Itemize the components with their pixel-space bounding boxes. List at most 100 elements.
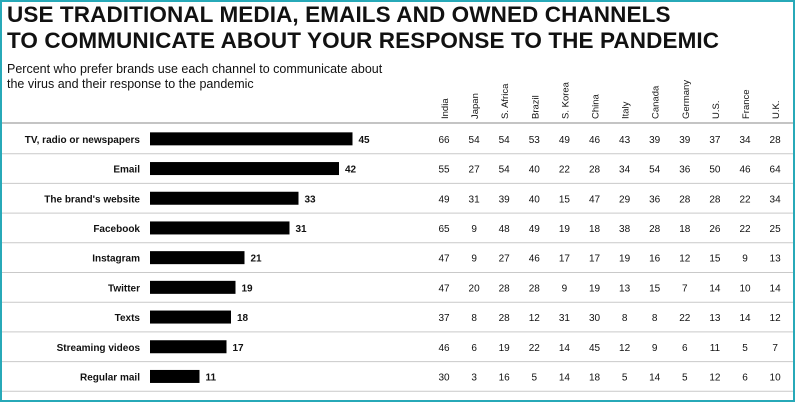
table-cell: 22 (529, 343, 541, 354)
bar-value-label: 17 (233, 343, 245, 354)
table-cell: 34 (619, 165, 631, 176)
table-cell: 49 (529, 224, 541, 235)
table-cell: 12 (679, 254, 691, 265)
chart-title-line-1: USE TRADITIONAL MEDIA, EMAILS AND OWNED … (7, 2, 671, 27)
bar (150, 191, 299, 205)
table-cell: 28 (649, 224, 661, 235)
bar (150, 221, 290, 235)
table-cell: 5 (742, 343, 748, 354)
column-header-8: Germany (681, 80, 692, 119)
table-cell: 16 (649, 254, 661, 265)
table-cell: 37 (438, 313, 450, 324)
table-cell: 46 (438, 343, 450, 354)
table-cell: 7 (682, 283, 688, 294)
column-header-5: China (591, 93, 602, 119)
table-cell: 22 (739, 194, 751, 205)
table-cell: 46 (739, 165, 751, 176)
category-label: Facebook (93, 224, 140, 235)
table-cell: 28 (709, 194, 721, 205)
table-cell: 9 (562, 283, 568, 294)
table-cell: 30 (438, 372, 450, 383)
table-cell: 28 (589, 165, 601, 176)
table-cell: 6 (471, 343, 477, 354)
table-cell: 14 (709, 283, 721, 294)
table-cell: 12 (709, 372, 721, 383)
table-cell: 5 (532, 372, 538, 383)
column-header-11: U.K. (771, 101, 782, 119)
bar (150, 251, 245, 265)
bar-value-label: 33 (305, 194, 317, 205)
table-cell: 3 (471, 372, 477, 383)
table-cell: 65 (438, 224, 450, 235)
bar (150, 162, 339, 176)
bar-value-label: 19 (242, 283, 254, 294)
table-cell: 15 (709, 254, 721, 265)
table-cell: 54 (499, 165, 511, 176)
table-cell: 13 (770, 254, 782, 265)
chart-subtitle: Percent who prefer brands use each chann… (7, 62, 383, 91)
table-cell: 25 (770, 224, 782, 235)
table-cell: 12 (619, 343, 631, 354)
table-cell: 12 (770, 313, 782, 324)
table-cell: 29 (619, 194, 631, 205)
table-cell: 30 (589, 313, 601, 324)
category-label: Instagram (92, 254, 140, 265)
table-cell: 17 (589, 254, 601, 265)
column-header-3: Brazil (530, 95, 541, 119)
table-cell: 54 (649, 165, 661, 176)
table-cell: 39 (499, 194, 511, 205)
table-cell: 9 (471, 224, 477, 235)
table-cell: 26 (709, 224, 721, 235)
table-cell: 50 (709, 165, 721, 176)
table-cell: 40 (529, 165, 541, 176)
table-cell: 19 (619, 254, 631, 265)
table-cell: 28 (529, 283, 541, 294)
table-cell: 10 (739, 283, 751, 294)
category-label: Regular mail (80, 372, 140, 383)
table-cell: 27 (469, 165, 481, 176)
table-cell: 31 (469, 194, 481, 205)
table-cell: 16 (499, 372, 511, 383)
column-header-0: India (440, 98, 451, 119)
bar (150, 280, 236, 294)
table-cell: 5 (682, 372, 688, 383)
bar-value-label: 42 (345, 165, 357, 176)
table-cell: 46 (529, 254, 541, 265)
table-cell: 17 (559, 254, 571, 265)
table-cell: 39 (679, 135, 691, 146)
bar-value-label: 21 (251, 254, 263, 265)
table-cell: 19 (499, 343, 511, 354)
table-cell: 34 (739, 135, 751, 146)
table-cell: 64 (770, 165, 782, 176)
table-cell: 47 (589, 194, 601, 205)
table-cell: 54 (469, 135, 481, 146)
table-cell: 9 (652, 343, 658, 354)
table-cell: 14 (559, 372, 571, 383)
bar (150, 340, 227, 354)
table-cell: 49 (438, 194, 450, 205)
table-cell: 18 (679, 224, 691, 235)
table-cell: 22 (679, 313, 691, 324)
chart-title-line-2: TO COMMUNICATE ABOUT YOUR RESPONSE TO TH… (7, 28, 720, 53)
table-cell: 18 (589, 372, 601, 383)
column-header-6: Italy (621, 101, 632, 119)
table-cell: 19 (559, 224, 571, 235)
category-label: Texts (115, 313, 141, 324)
table-cell: 48 (499, 224, 511, 235)
table-cell: 43 (619, 135, 631, 146)
column-header-4: S. Korea (560, 81, 571, 119)
table-cell: 6 (742, 372, 748, 383)
table-cell: 10 (770, 372, 782, 383)
table-cell: 36 (679, 165, 691, 176)
table-cell: 46 (589, 135, 601, 146)
bar (150, 310, 231, 324)
column-header-1: Japan (470, 93, 481, 119)
column-header-10: France (741, 89, 752, 119)
table-cell: 31 (559, 313, 571, 324)
category-label: The brand's website (44, 194, 140, 205)
bar-value-label: 18 (237, 313, 249, 324)
table-cell: 9 (471, 254, 477, 265)
bar (150, 369, 200, 383)
